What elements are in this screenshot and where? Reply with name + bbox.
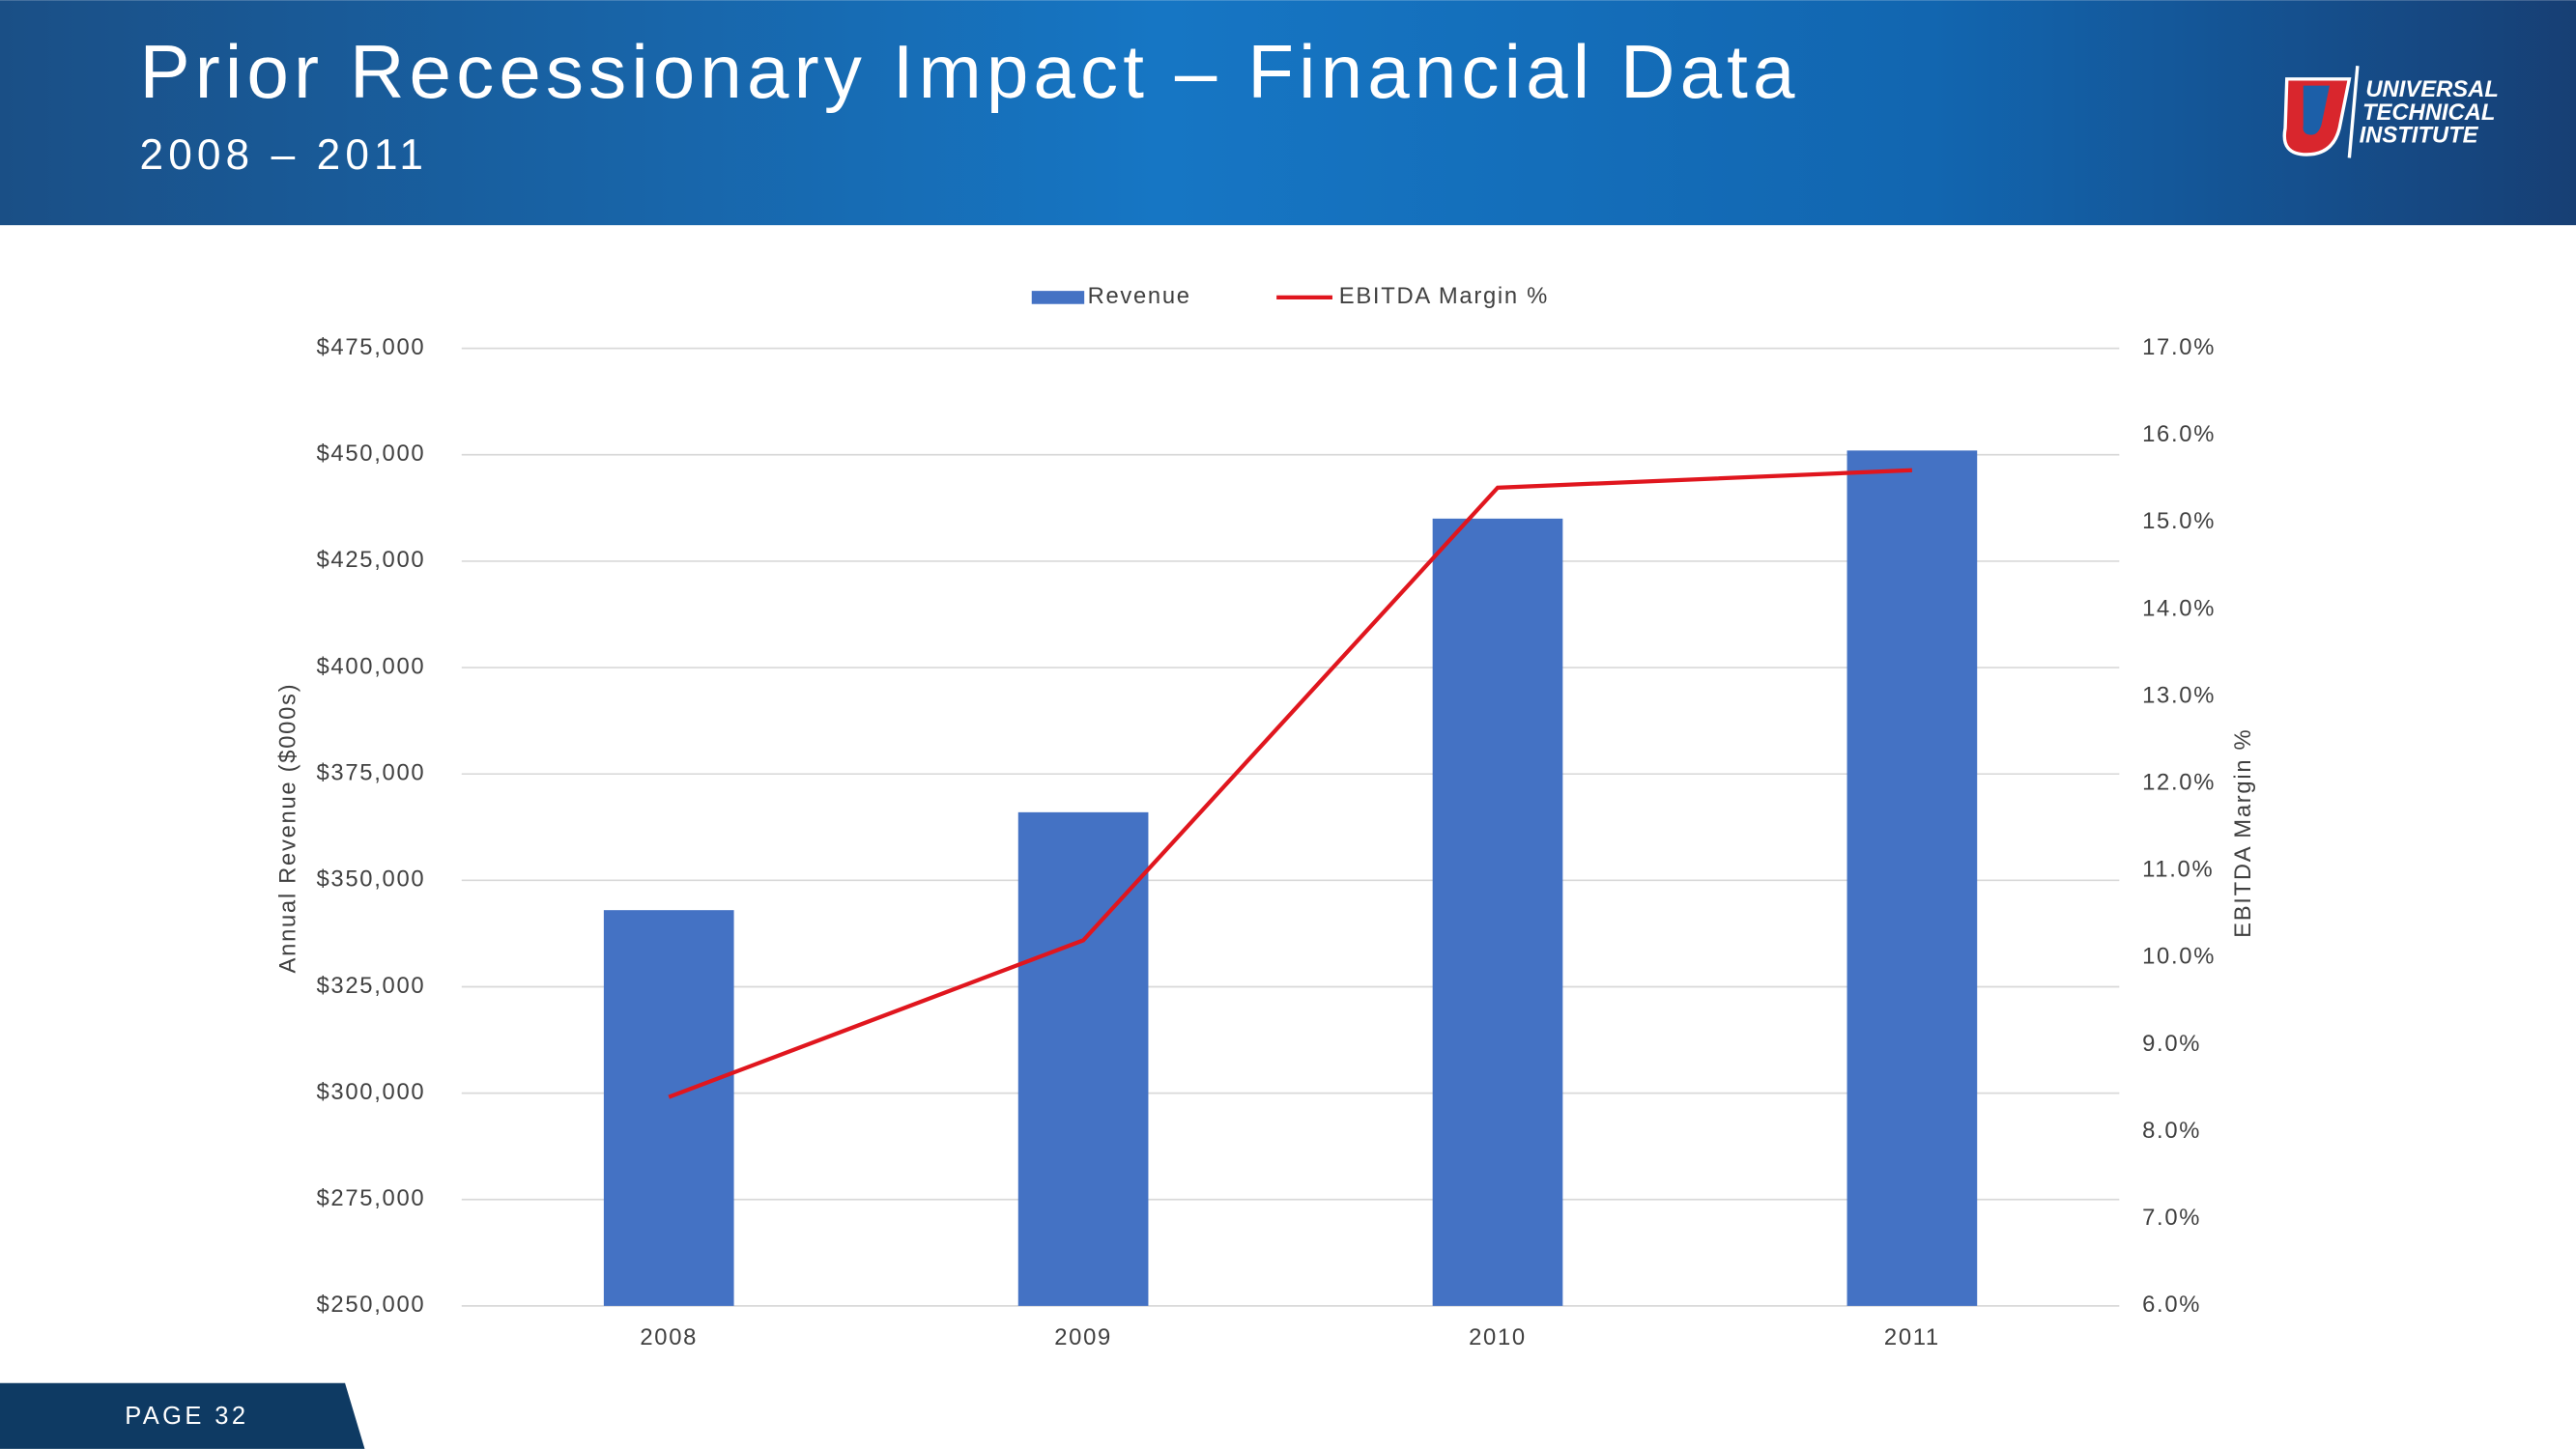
y2-tick-label: 15.0% xyxy=(2142,508,2216,534)
bar xyxy=(1846,450,1978,1306)
y-tick-label: $325,000 xyxy=(317,973,426,999)
logo-text: TECHNICAL xyxy=(2362,99,2495,126)
y-tick-label: $275,000 xyxy=(317,1185,426,1211)
y-tick-label: $400,000 xyxy=(317,653,426,679)
footer-band xyxy=(0,1382,365,1449)
x-tick-label: 2009 xyxy=(1054,1324,1112,1350)
y2-tick-label: 11.0% xyxy=(2142,857,2214,883)
y-tick-label: $350,000 xyxy=(317,867,426,893)
plot: $250,000 $275,000 $300,000 $325,000 $350,000… xyxy=(317,283,2216,1350)
bar xyxy=(1432,518,1563,1306)
y2-tick-label: 16.0% xyxy=(2142,421,2216,447)
y2-tick-label: 8.0% xyxy=(2142,1118,2201,1144)
y2-tick-label: 10.0% xyxy=(2142,944,2216,970)
y-tick-label: $375,000 xyxy=(317,759,426,785)
x-tick-label: 2011 xyxy=(1884,1324,1940,1350)
logo-text: UNIVERSAL xyxy=(2365,76,2499,102)
y-tick-label: $475,000 xyxy=(317,334,426,360)
y-tick-label: $450,000 xyxy=(317,440,426,467)
logo-text: INSTITUTE xyxy=(2360,123,2479,149)
slide-title: Prior Recessionary Impact – Financial Da… xyxy=(140,29,1800,114)
y-tick-label: $250,000 xyxy=(317,1292,426,1318)
header-band xyxy=(0,0,2576,226)
y-tick-label: $425,000 xyxy=(317,547,426,573)
x-tick-label: 2008 xyxy=(640,1324,698,1350)
y-axis-label: Annual Revenue ($000s) xyxy=(275,683,301,974)
y2-tick-label: 14.0% xyxy=(2142,595,2216,621)
logo: UNIVERSAL TECHNICAL INSTITUTE xyxy=(2282,66,2499,158)
x-tick-label: 2010 xyxy=(1469,1324,1527,1350)
y2-axis-label: EBITDA Margin % xyxy=(2230,728,2256,938)
y2-tick-label: 13.0% xyxy=(2142,682,2216,708)
y2-tick-label: 7.0% xyxy=(2142,1205,2201,1231)
y-tick-label: $300,000 xyxy=(317,1079,426,1105)
y2-tick-label: 12.0% xyxy=(2142,769,2216,795)
y2-tick-label: 9.0% xyxy=(2142,1031,2201,1057)
bar xyxy=(1017,811,1149,1306)
y2-tick-label: 6.0% xyxy=(2142,1292,2201,1318)
slide-subtitle: 2008 – 2011 xyxy=(140,131,429,179)
legend-swatch xyxy=(1031,291,1085,304)
y2-tick-label: 17.0% xyxy=(2142,334,2216,360)
page-number: PAGE 32 xyxy=(125,1403,248,1430)
bar xyxy=(603,910,734,1306)
legend-label: EBITDA Margin % xyxy=(1339,283,1549,309)
line xyxy=(668,468,1912,1099)
legend-label: Revenue xyxy=(1088,283,1191,309)
